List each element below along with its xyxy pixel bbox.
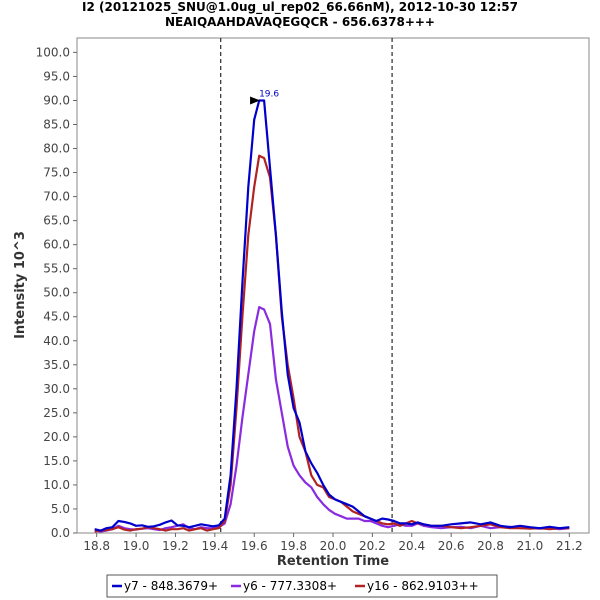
x-axis: 18.8 19.0 19.2 19.4 19.6 19.8 20.0 20.2 20.4 20.6… [83, 533, 583, 553]
x-tick-label: 18.8 [83, 539, 110, 553]
y-tick-label: 35.0 [43, 358, 70, 372]
y-tick-label: 85.0 [43, 118, 70, 132]
chart-title: I2 (20121025_SNU@1.0ug_ul_rep02_66.66nM)… [82, 0, 518, 15]
y-tick-label: 0.0 [51, 526, 70, 540]
y-tick-label: 95.0 [43, 69, 70, 83]
y-tick-label: 65.0 [43, 214, 70, 228]
y-tick-label: 40.0 [43, 334, 70, 348]
peak-annotation: 19.6 [250, 89, 279, 105]
y-tick-label: 45.0 [43, 310, 70, 324]
y-tick-label: 15.0 [43, 454, 70, 468]
x-tick-label: 19.0 [123, 539, 150, 553]
y-tick-label: 25.0 [43, 406, 70, 420]
x-tick-label: 20.2 [359, 539, 386, 553]
peak-label: 19.6 [259, 89, 279, 99]
legend-box [106, 574, 498, 598]
legend-item-label: y6 - 777.3308+ [243, 579, 337, 593]
x-tick-label: 20.4 [398, 539, 425, 553]
series-lines [94, 99, 570, 533]
x-tick-label: 19.6 [241, 539, 268, 553]
y-tick-label: 100.0 [36, 45, 70, 59]
x-tick-label: 19.2 [162, 539, 189, 553]
x-tick-label: 21.0 [517, 539, 544, 553]
series-line-y7 [94, 99, 570, 532]
y-axis-label: Intensity 10^3 [13, 231, 28, 339]
y-axis: 0.0 5.0 10.0 15.0 20.0 25.0 30.0 35.0 40.0 45.0 50… [36, 45, 77, 540]
series-line-y16 [94, 154, 570, 533]
x-tick-label: 21.2 [556, 539, 583, 553]
integration-boundaries [220, 38, 393, 533]
y-tick-label: 55.0 [43, 262, 70, 276]
legend-item-label: y16 - 862.9103++ [367, 579, 479, 593]
x-tick-label: 19.8 [280, 539, 307, 553]
y-tick-label: 50.0 [43, 286, 70, 300]
plot-area [76, 37, 590, 534]
x-tick-label: 20.6 [438, 539, 465, 553]
y-tick-label: 80.0 [43, 142, 70, 156]
x-axis-label: Retention Time [277, 554, 389, 569]
y-tick-label: 60.0 [43, 238, 70, 252]
peak-arrow-icon [250, 96, 261, 105]
y-tick-label: 90.0 [43, 93, 70, 107]
legend-item-label: y7 - 848.3679+ [124, 579, 218, 593]
y-tick-label: 20.0 [43, 430, 70, 444]
x-tick-label: 20.8 [477, 539, 504, 553]
chart-subtitle: NEAIQAAHDAVAQEGQCR - 656.6378+++ [165, 15, 435, 29]
legend: y7 - 848.3679+ y6 - 777.3308+ y16 - 862.91… [106, 574, 498, 598]
x-tick-label: 20.0 [320, 539, 347, 553]
y-tick-label: 70.0 [43, 190, 70, 204]
x-tick-label: 19.4 [201, 539, 228, 553]
y-tick-label: 5.0 [51, 502, 70, 516]
y-tick-label: 75.0 [43, 166, 70, 180]
y-tick-label: 10.0 [43, 478, 70, 492]
y-tick-label: 30.0 [43, 382, 70, 396]
